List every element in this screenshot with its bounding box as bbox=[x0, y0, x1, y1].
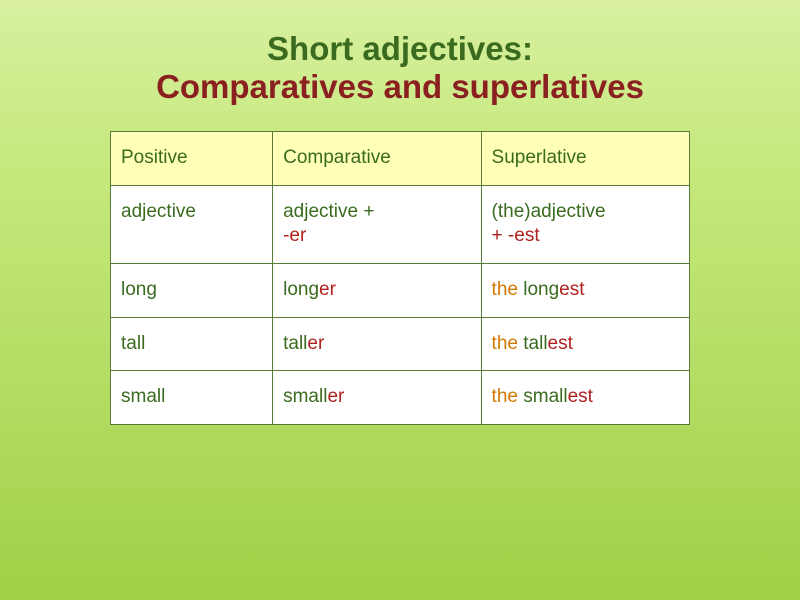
tall-pos-text: tall bbox=[121, 333, 145, 354]
tall-comp-b: er bbox=[307, 333, 324, 354]
long-comparative: longer bbox=[273, 264, 481, 318]
table-row-rule: adjective adjective + -er (the)adjective… bbox=[111, 185, 690, 263]
rule-sup-b: + -est bbox=[492, 225, 540, 246]
header-superlative-text: Superlative bbox=[492, 147, 587, 168]
small-sup-b: small bbox=[523, 386, 567, 407]
header-comparative-text: Comparative bbox=[283, 147, 391, 168]
long-sup-c: est bbox=[559, 279, 584, 300]
title-line-1: Short adjectives: bbox=[156, 30, 644, 68]
tall-comp-a: tall bbox=[283, 333, 307, 354]
tall-comparative: taller bbox=[273, 317, 481, 371]
rule-positive: adjective bbox=[111, 185, 273, 263]
header-positive-text: Positive bbox=[121, 147, 188, 168]
long-positive: long bbox=[111, 264, 273, 318]
small-sup-a: the bbox=[492, 386, 524, 407]
rule-comp-a: adjective + bbox=[283, 201, 374, 222]
small-pos-text: small bbox=[121, 386, 165, 407]
tall-positive: tall bbox=[111, 317, 273, 371]
long-sup-b: long bbox=[523, 279, 559, 300]
long-comp-b: er bbox=[319, 279, 336, 300]
small-comparative: smaller bbox=[273, 371, 481, 425]
long-superlative: the longest bbox=[481, 264, 689, 318]
slide-title: Short adjectives: Comparatives and super… bbox=[156, 30, 644, 106]
tall-sup-b: tall bbox=[523, 333, 547, 354]
tall-superlative: the tallest bbox=[481, 317, 689, 371]
table-row-small: small smaller the smallest bbox=[111, 371, 690, 425]
small-comp-a: small bbox=[283, 386, 327, 407]
table-container: Positive Comparative Superlative adjecti… bbox=[110, 131, 690, 425]
small-comp-b: er bbox=[327, 386, 344, 407]
rule-positive-text: adjective bbox=[121, 201, 196, 222]
header-positive: Positive bbox=[111, 132, 273, 186]
title-line-2: Comparatives and superlatives bbox=[156, 68, 644, 106]
table-row-tall: tall taller the tallest bbox=[111, 317, 690, 371]
header-comparative: Comparative bbox=[273, 132, 481, 186]
rule-superlative: (the)adjective + -est bbox=[481, 185, 689, 263]
small-sup-c: est bbox=[568, 386, 593, 407]
tall-sup-a: the bbox=[492, 333, 524, 354]
long-sup-a: the bbox=[492, 279, 524, 300]
small-superlative: the smallest bbox=[481, 371, 689, 425]
table-header-row: Positive Comparative Superlative bbox=[111, 132, 690, 186]
rule-comparative: adjective + -er bbox=[273, 185, 481, 263]
header-superlative: Superlative bbox=[481, 132, 689, 186]
adjectives-table: Positive Comparative Superlative adjecti… bbox=[110, 131, 690, 425]
table-row-long: long longer the longest bbox=[111, 264, 690, 318]
long-pos-text: long bbox=[121, 279, 157, 300]
rule-comp-b: -er bbox=[283, 225, 306, 246]
long-comp-a: long bbox=[283, 279, 319, 300]
rule-sup-a: (the)adjective bbox=[492, 201, 606, 222]
tall-sup-c: est bbox=[548, 333, 573, 354]
small-positive: small bbox=[111, 371, 273, 425]
